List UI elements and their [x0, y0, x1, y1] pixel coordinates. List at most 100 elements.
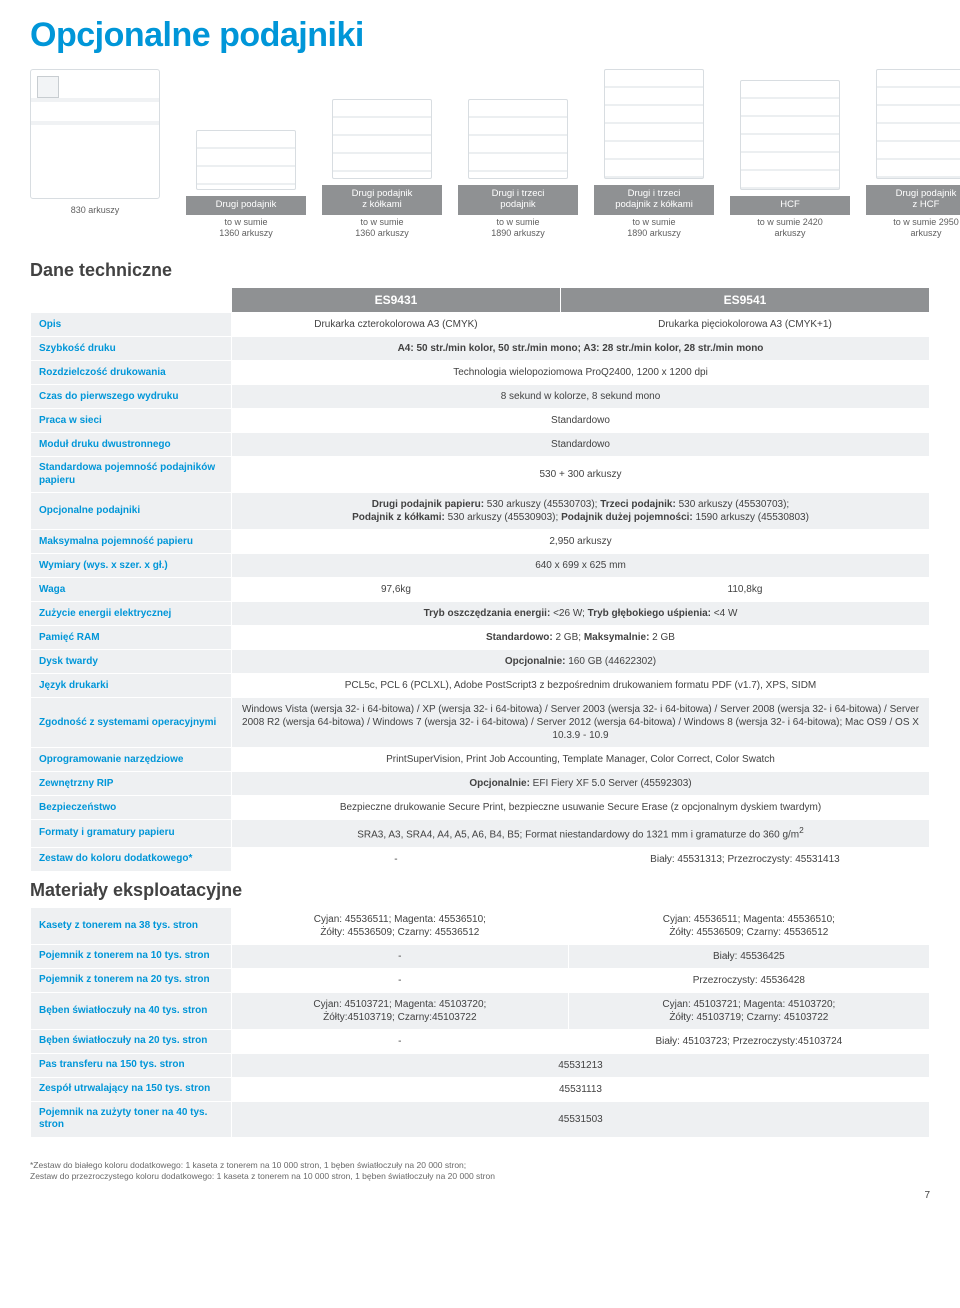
row-label: Pas transferu na 150 tys. stron	[31, 1054, 231, 1077]
table-row: Zgodność z systemami operacyjnymiWindows…	[31, 698, 929, 747]
page-number: 7	[30, 1190, 930, 1201]
row-value: Standardowo: 2 GB; Maksymalnie: 2 GB	[232, 626, 929, 649]
table-row: Moduł druku dwustronnegoStandardowo	[31, 433, 929, 456]
row-label: Szybkość druku	[31, 337, 231, 360]
row-label: Maksymalna pojemność papieru	[31, 530, 231, 553]
row-label: Zespół utrwalający na 150 tys. stron	[31, 1078, 231, 1101]
table-row: Formaty i gramatury papieruSRA3, A3, SRA…	[31, 820, 929, 846]
table-row: Maksymalna pojemność papieru2,950 arkusz…	[31, 530, 929, 553]
row-value: Technologia wielopoziomowa ProQ2400, 120…	[232, 361, 929, 384]
feeder-header: Drugi podajnikz kółkami	[322, 185, 442, 215]
feeder-illustration	[604, 69, 704, 179]
row-value-col1: -	[232, 945, 568, 968]
printer-illustration	[30, 69, 160, 199]
table-row: Dysk twardyOpcjonalnie: 160 GB (44622302…	[31, 650, 929, 673]
row-value: A4: 50 str./min kolor, 50 str./min mono;…	[232, 337, 929, 360]
feeder-illustrations-row: 830 arkuszy Drugi podajnik to w sumie1360…	[30, 69, 930, 238]
row-value-col1: Cyjan: 45536511; Magenta: 45536510;Żółty…	[232, 908, 568, 944]
table-row: Pojemnik z tonerem na 20 tys. stron-Prze…	[31, 969, 929, 992]
row-label: Bęben światłoczuły na 40 tys. stron	[31, 993, 231, 1029]
row-label: Rozdzielczość drukowania	[31, 361, 231, 384]
feeder-subtext: to w sumie1890 arkuszy	[491, 217, 545, 239]
row-value: Opcjonalnie: 160 GB (44622302)	[232, 650, 929, 673]
table-row: Zespół utrwalający na 150 tys. stron4553…	[31, 1078, 929, 1101]
feeder-header: Drugi i trzecipodajnik z kółkami	[594, 185, 714, 215]
printer-caption: 830 arkuszy	[30, 205, 160, 215]
row-value: Windows Vista (wersja 32- i 64-bitowa) /…	[232, 698, 929, 747]
row-value: 640 x 699 x 625 mm	[232, 554, 929, 577]
table-row: Bęben światłoczuły na 20 tys. stron-Biał…	[31, 1030, 929, 1053]
feeder-header: Drugi podajnik	[186, 196, 306, 215]
row-label: Kasety z tonerem na 38 tys. stron	[31, 908, 231, 944]
row-value: PrintSuperVision, Print Job Accounting, …	[232, 748, 929, 771]
row-value-col2: Biały: 45536425	[569, 945, 929, 968]
feeder-illustration	[468, 99, 568, 179]
row-label: Dysk twardy	[31, 650, 231, 673]
row-label: Zużycie energii elektrycznej	[31, 602, 231, 625]
row-label: Standardowa pojemność podajników papieru	[31, 457, 231, 492]
row-label: Pojemnik z tonerem na 20 tys. stron	[31, 969, 231, 992]
specs-section-title: Dane techniczne	[30, 260, 930, 281]
footnote: *Zestaw do białego koloru dodatkowego: 1…	[30, 1160, 930, 1182]
row-value-col1: -	[232, 1030, 568, 1053]
table-row: Zestaw do koloru dodatkowego*-Biały: 455…	[31, 848, 929, 871]
row-value: Bezpieczne drukowanie Secure Print, bezp…	[232, 796, 929, 819]
row-value: 45531213	[232, 1054, 929, 1077]
row-value-col1: Cyjan: 45103721; Magenta: 45103720;Żółty…	[232, 993, 568, 1029]
table-row: Oprogramowanie narzędziowePrintSuperVisi…	[31, 748, 929, 771]
row-value: PCL5c, PCL 6 (PCLXL), Adobe PostScript3 …	[232, 674, 929, 697]
table-row: OpisDrukarka czterokolorowa A3 (CMYK)Dru…	[31, 313, 929, 336]
row-label: Zgodność z systemami operacyjnymi	[31, 698, 231, 747]
table-row: Zewnętrzny RIPOpcjonalnie: EFI Fiery XF …	[31, 772, 929, 795]
feeder-subtext: to w sumie1890 arkuszy	[627, 217, 681, 239]
row-value-col2: Przezroczysty: 45536428	[569, 969, 929, 992]
feeder-column: HCF to w sumie 2420arkuszy	[730, 80, 850, 239]
row-value-col1: -	[232, 848, 560, 871]
row-label: Język drukarki	[31, 674, 231, 697]
table-row: Język drukarkiPCL5c, PCL 6 (PCLXL), Adob…	[31, 674, 929, 697]
row-value: SRA3, A3, SRA4, A4, A5, A6, B4, B5; Form…	[232, 820, 929, 846]
feeder-illustration	[196, 130, 296, 190]
feeder-header: Drugi i trzecipodajnik	[458, 185, 578, 215]
model-header-es9541: ES9541	[561, 288, 929, 312]
row-value-col2: Biały: 45103723; Przezroczysty:45103724	[569, 1030, 929, 1053]
specs-corner-cell	[31, 288, 231, 312]
feeder-subtext: to w sumie1360 arkuszy	[355, 217, 409, 239]
feeder-subtext: to w sumie 2420arkuszy	[757, 217, 823, 239]
table-row: Rozdzielczość drukowaniaTechnologia wiel…	[31, 361, 929, 384]
row-value: Drugi podajnik papieru: 530 arkuszy (455…	[232, 493, 929, 529]
table-row: Pamięć RAMStandardowo: 2 GB; Maksymalnie…	[31, 626, 929, 649]
row-value-col1: Drukarka czterokolorowa A3 (CMYK)	[232, 313, 560, 336]
feeder-subtext: to w sumie1360 arkuszy	[219, 217, 273, 239]
feeder-illustration	[740, 80, 840, 190]
row-value-col1: 97,6kg	[232, 578, 560, 601]
table-row: Pojemnik z tonerem na 10 tys. stron-Biał…	[31, 945, 929, 968]
feeder-column: Drugi podajnikz HCFto w sumie 2950arkusz…	[866, 69, 960, 238]
materials-table: Kasety z tonerem na 38 tys. stronCyjan: …	[30, 907, 930, 1138]
row-value: 45531503	[232, 1102, 929, 1137]
row-value-col2: Cyjan: 45103721; Magenta: 45103720;Żółty…	[569, 993, 929, 1029]
row-label: Pamięć RAM	[31, 626, 231, 649]
feeder-column: Drugi podajnik to w sumie1360 arkuszy	[186, 130, 306, 239]
feeder-header: Drugi podajnikz HCF	[866, 185, 960, 215]
feeder-subtext: to w sumie 2950arkuszy	[893, 217, 959, 239]
row-label: Oprogramowanie narzędziowe	[31, 748, 231, 771]
row-label: Formaty i gramatury papieru	[31, 820, 231, 846]
table-row: Standardowa pojemność podajników papieru…	[31, 457, 929, 492]
table-row: Bęben światłoczuły na 40 tys. stronCyjan…	[31, 993, 929, 1029]
table-row: Opcjonalne podajnikiDrugi podajnik papie…	[31, 493, 929, 529]
feeder-illustration	[332, 99, 432, 179]
table-row: Wymiary (wys. x szer. x gł.)640 x 699 x …	[31, 554, 929, 577]
page-title: Opcjonalne podajniki	[30, 16, 930, 55]
model-header-es9431: ES9431	[232, 288, 560, 312]
specifications-table: ES9431 ES9541 OpisDrukarka czterokolorow…	[30, 287, 930, 871]
row-label: Pojemnik z tonerem na 10 tys. stron	[31, 945, 231, 968]
feeders-row: Drugi podajnikto w sumie1360 arkuszyDrug…	[186, 69, 960, 238]
row-value: Standardowo	[232, 433, 929, 456]
row-value: 530 + 300 arkuszy	[232, 457, 929, 492]
row-label: Wymiary (wys. x szer. x gł.)	[31, 554, 231, 577]
feeder-header: HCF	[730, 196, 850, 215]
row-value: 2,950 arkuszy	[232, 530, 929, 553]
table-row: Kasety z tonerem na 38 tys. stronCyjan: …	[31, 908, 929, 944]
materials-section-title: Materiały eksploatacyjne	[30, 880, 930, 901]
